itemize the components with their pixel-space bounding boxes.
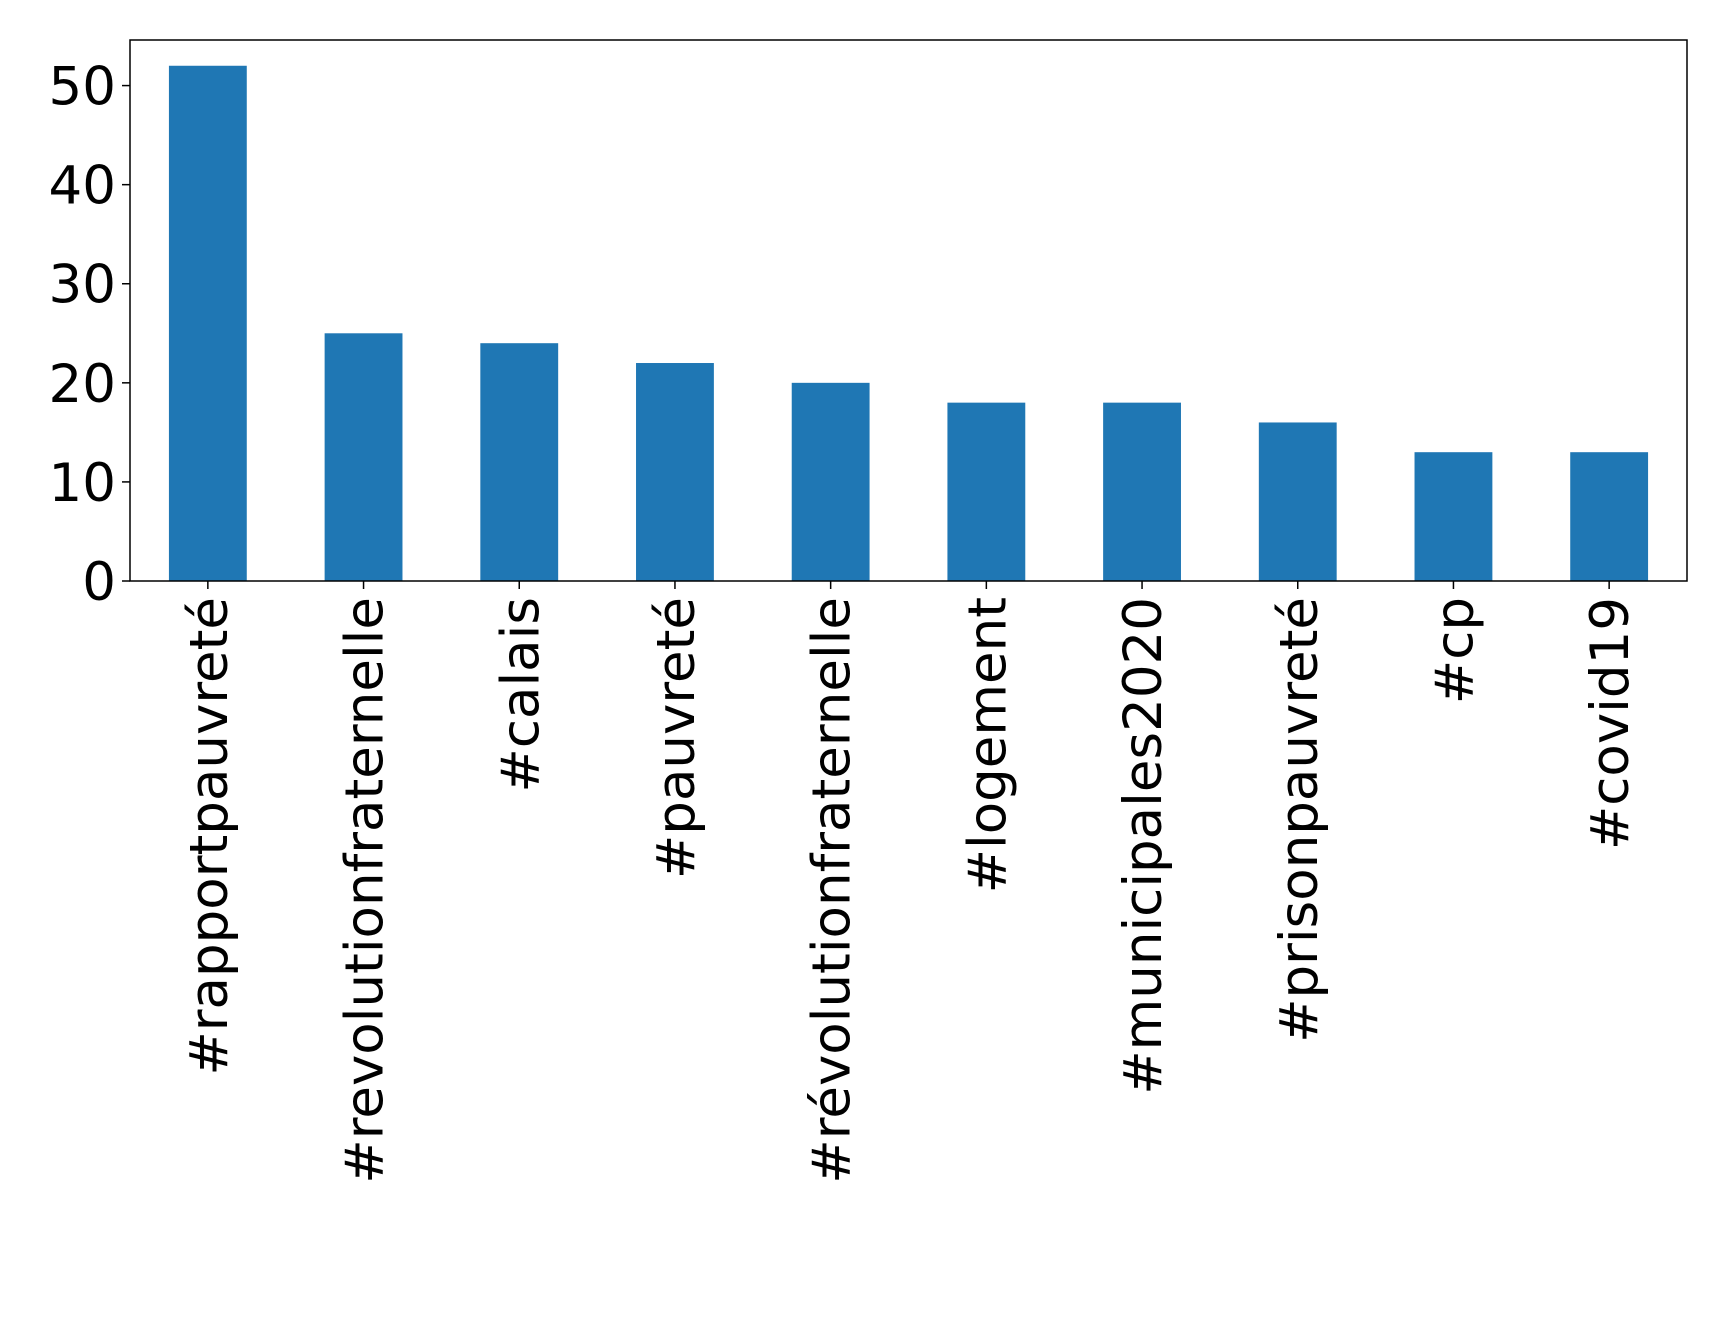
y-tick-label: 10 — [49, 453, 116, 514]
bar — [636, 363, 714, 581]
x-tick-label: #pauvreté — [646, 597, 707, 879]
bar — [1103, 402, 1181, 581]
x-tick-label: #logement — [957, 597, 1018, 893]
x-tick-label: #cp — [1424, 597, 1485, 704]
y-tick-label: 40 — [49, 156, 116, 217]
y-tick-label: 20 — [49, 354, 116, 415]
y-tick-label: 30 — [49, 255, 116, 316]
x-tick-label: #révolutionfraternelle — [802, 597, 863, 1184]
x-tick-label: #municipales2020 — [1113, 597, 1174, 1095]
plot-frame — [129, 39, 1688, 582]
bar — [168, 65, 247, 581]
bar — [480, 343, 559, 581]
bar — [1258, 422, 1337, 581]
bar — [947, 402, 1026, 581]
x-tick-label: #prisonpauvreté — [1269, 597, 1330, 1043]
x-tick-label: #calais — [490, 597, 551, 793]
x-tick-label: #covid19 — [1580, 597, 1641, 850]
x-tick-label: #revolutionfraternelle — [335, 597, 396, 1184]
bar — [324, 333, 403, 581]
y-tick-label: 0 — [82, 552, 116, 613]
y-tick-label: 50 — [49, 57, 116, 118]
x-tick-label: #rapportpauvreté — [179, 597, 240, 1076]
bar — [1570, 452, 1649, 581]
bar — [791, 382, 870, 581]
bar — [1414, 452, 1493, 581]
